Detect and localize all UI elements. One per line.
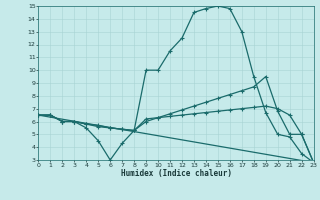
- X-axis label: Humidex (Indice chaleur): Humidex (Indice chaleur): [121, 169, 231, 178]
